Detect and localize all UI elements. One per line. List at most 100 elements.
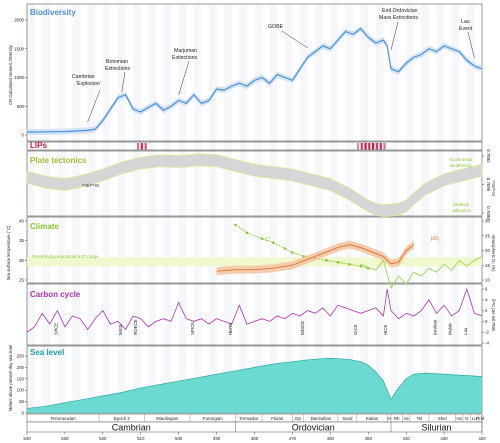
carbon-title: Carbon cycle: [30, 290, 81, 299]
age-tick-label: 460: [327, 436, 335, 441]
carbon-event-label: SHCE: [53, 323, 58, 335]
sr-series-label: ⁸⁷Sr/⁸⁶Sr: [82, 183, 100, 188]
age-tick-label: 540: [23, 436, 31, 441]
sr-ytick-label: 0.7086: [486, 178, 491, 192]
background-layer: [26, 3, 483, 414]
sr-ytick-label: 0.7092: [486, 149, 491, 163]
carbon-ytick-label: 2: [485, 308, 488, 313]
carbon-event-label: ROECE: [133, 319, 138, 335]
biodiversity-ytick-label: 2000: [14, 18, 24, 23]
carbon-event-label: SPICE: [190, 322, 195, 335]
climate-ytick-label: 40: [19, 219, 24, 224]
note-alteration: alteration: [453, 208, 472, 213]
carbon-ytick-label: 0: [485, 319, 488, 324]
lip-bar: [356, 143, 360, 150]
background-stripe: [209, 4, 217, 413]
carbon-event-label: MDICE: [300, 321, 305, 335]
biodiversity-ytick-label: 500: [17, 104, 25, 109]
o2-ytick-label: 15: [485, 263, 490, 268]
background-stripe: [451, 4, 460, 413]
series-label: Ae: [403, 416, 409, 421]
background-stripe: [345, 4, 354, 413]
age-tick-label: 450: [365, 436, 373, 441]
climate-ytick-label: 30: [19, 258, 24, 263]
age-tick-label: 480: [251, 436, 259, 441]
series-label: G: [465, 416, 469, 421]
temperature-point: [291, 251, 294, 254]
climate-ylabel-right: Atmospheric O₂ (%): [491, 235, 496, 273]
annotation-pointer: [467, 31, 475, 59]
annotation-pointer: [121, 71, 126, 93]
tectonics-ylabel-right: ⁸⁷Sr/⁸⁶Sr: [491, 180, 496, 197]
temperature-point: [234, 223, 237, 227]
temperature-point: [272, 241, 275, 244]
lips-title: LIPs: [30, 141, 47, 150]
lip-bar: [372, 143, 375, 150]
lip-bar: [140, 143, 143, 150]
background-stripe: [72, 4, 81, 413]
background-stripe: [133, 4, 141, 413]
background-stripe: [254, 4, 263, 413]
annotation-pointer: [390, 21, 399, 51]
sealevel-ytick-label: 250: [17, 354, 25, 359]
age-tick-label: 470: [289, 436, 297, 441]
sr-ytick-label: 0.7080: [486, 206, 491, 220]
annotation-marjuman-extinctions: Extinctions: [172, 55, 197, 61]
age-tick-label: 430: [440, 436, 448, 441]
sealevel-line: [26, 357, 483, 409]
background-stripe: [118, 4, 126, 413]
sealevel-ylabel: Meters above present-day sea level: [8, 345, 13, 411]
background-stripe: [42, 4, 50, 413]
lip-bar: [364, 143, 367, 150]
temperature-point: [260, 237, 264, 240]
age-tick-label: 500: [175, 436, 183, 441]
panel-frame-bio: [26, 3, 483, 142]
carbon-ytick-label: 6: [485, 287, 488, 292]
period-row: [26, 421, 483, 433]
panel-frame-cli: [26, 216, 483, 284]
age-tick-label: 440: [403, 436, 411, 441]
age-tick-label: 510: [137, 436, 145, 441]
lip-bar: [136, 143, 140, 150]
climate-ytick-label: 35: [19, 238, 24, 243]
background-stripe: [148, 4, 156, 413]
annotation-lau: Lau: [461, 19, 470, 25]
background-stripe: [421, 4, 429, 413]
background-stripe: [224, 4, 232, 413]
annotation-pointer: [281, 30, 308, 49]
carbon-line: [26, 287, 483, 333]
carbon-ytick-label: 4: [485, 297, 488, 302]
carbon-event-label: MICE: [118, 324, 123, 335]
lip-bar: [360, 143, 363, 150]
background-stripe: [330, 4, 338, 413]
carbon-event-label: Ireviken: [433, 319, 438, 335]
data-layer: 05001000150020000.70800.70860.7092253035…: [14, 18, 491, 416]
series-label: Dp: [295, 416, 301, 421]
o2-line: [216, 244, 415, 272]
o2-ytick-label: 10: [485, 278, 490, 283]
background-stripe: [284, 4, 293, 413]
o2-ytick-label: 30: [485, 219, 490, 224]
background-stripe: [466, 4, 475, 413]
panel-frame-lip: [26, 141, 483, 151]
annotation-cambrian: Cambrian: [72, 74, 95, 80]
period-label: Silurian: [421, 423, 451, 433]
o2-series-label: pO₂: [431, 236, 440, 242]
annotation-botomian-extinctions: Extinctions: [105, 66, 130, 72]
biodiversity-title: Biodiversity: [30, 8, 76, 17]
note-weathering: weathering: [450, 163, 472, 168]
lip-bar: [368, 143, 371, 150]
o2-ytick-label: 20: [485, 248, 490, 253]
series-label: Epoch 2: [114, 416, 131, 421]
background-stripe: [87, 4, 96, 413]
o2-ytick-label: 25: [485, 233, 490, 238]
carbon-event-label: Mulde: [448, 322, 453, 335]
timescale-layer: Terreneuvian Epoch 2 Miaolingian Furongian T…: [23, 413, 486, 441]
sr-envelope: [26, 153, 483, 218]
sealevel-ytick-label: 200: [17, 365, 25, 370]
sealevel-area: [27, 358, 482, 413]
climate-ytick-label: 25: [19, 278, 24, 283]
background-stripe: [193, 4, 202, 413]
background-stripe: [163, 4, 172, 413]
